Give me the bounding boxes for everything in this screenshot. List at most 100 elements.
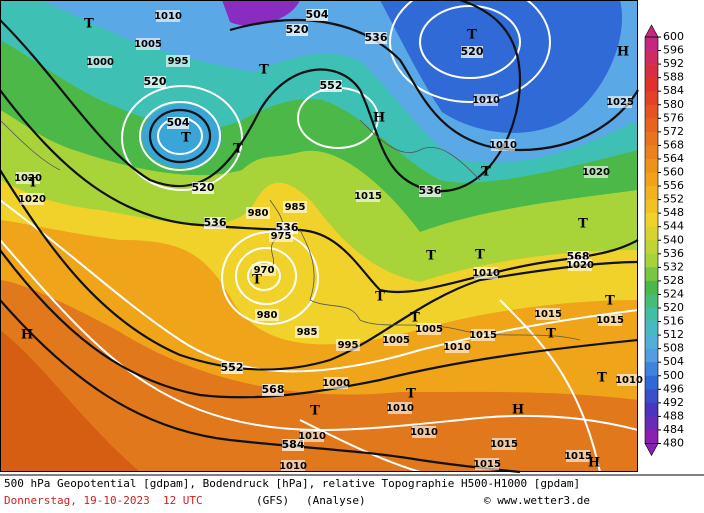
- colorbar-tick-label: 512: [663, 328, 684, 341]
- colorbar-band: [645, 308, 658, 322]
- field-zone: [222, 0, 300, 26]
- colorbar-tick-label: 488: [663, 409, 684, 422]
- pressure-center-label: T: [28, 176, 38, 191]
- pressure-center-label: T: [181, 131, 191, 146]
- label-backdrop: [20, 193, 44, 205]
- pressure-center-label: T: [310, 404, 320, 419]
- colorbar-tick-label: 524: [663, 287, 684, 300]
- colorbar-band: [645, 429, 658, 444]
- label-backdrop: [536, 308, 560, 320]
- colorbar-tick-label: 504: [663, 355, 684, 368]
- colorbar-arrow-top: [644, 24, 659, 38]
- pressure-center-label: T: [233, 142, 243, 157]
- isohypses: [0, 0, 639, 474]
- isobar-label: 1015: [473, 459, 501, 470]
- pressure-center-label: T: [481, 165, 491, 180]
- pressure-center-label: T: [546, 327, 556, 342]
- colorbar-tick-label: 544: [663, 220, 684, 233]
- isobar-label: 1005: [415, 324, 443, 335]
- pressure-center-label: H: [512, 403, 524, 418]
- colorbar-band: [645, 280, 658, 295]
- pressure-center-label: T: [84, 17, 94, 32]
- isobar-label: 1015: [490, 439, 518, 450]
- isobar-label: 1000: [322, 378, 350, 389]
- label-backdrop: [617, 374, 641, 386]
- label-backdrop: [324, 377, 348, 389]
- colorbar-tick-label: 552: [663, 193, 684, 206]
- label-backdrop: [584, 166, 608, 178]
- geopotential-label: 584: [282, 438, 305, 451]
- label-backdrop: [419, 185, 441, 197]
- colorbar-tick-label: 580: [663, 98, 684, 111]
- isobar-label: 1010: [386, 403, 414, 414]
- isobar-label: 1010: [279, 461, 307, 472]
- label-backdrop: [156, 10, 180, 22]
- label-backdrop: [269, 230, 293, 242]
- colorbar-tick-label: 576: [663, 111, 684, 124]
- geopotential-label: 520: [192, 181, 215, 194]
- label-backdrop: [262, 384, 284, 396]
- colorbar-tick-label: 560: [663, 166, 684, 179]
- colorbar-tick-label: 548: [663, 206, 684, 219]
- isobar-label: 1010: [472, 95, 500, 106]
- isobar-label: 1020: [582, 167, 610, 178]
- colorbar-band: [645, 348, 658, 363]
- label-backdrop: [608, 96, 632, 108]
- colorbar-band: [645, 362, 658, 377]
- colorbar-tick-label: 516: [663, 315, 684, 328]
- isobar-label: 1015: [534, 309, 562, 320]
- pressure-center-label: H: [373, 111, 385, 126]
- colorbar-band: [645, 416, 658, 431]
- label-backdrop: [566, 450, 590, 462]
- colorbar-tick-label: 592: [663, 57, 684, 70]
- geopotential-label: 552: [221, 361, 244, 374]
- colorbar-band: [645, 91, 658, 106]
- footer-date: Donnerstag, 19-10-2023 12 UTC: [4, 494, 203, 507]
- label-backdrop: [471, 329, 495, 341]
- pressure-center-label: T: [410, 311, 420, 326]
- colorbar-tick-label: 484: [663, 423, 684, 436]
- label-backdrop: [300, 430, 324, 442]
- label-backdrop: [246, 207, 270, 219]
- isobar-label: 1010: [472, 268, 500, 279]
- pressure-center-label: H: [21, 328, 33, 343]
- label-backdrop: [445, 341, 469, 353]
- label-backdrop: [283, 201, 307, 213]
- colorbar-band: [645, 213, 658, 227]
- pressure-center-label: H: [617, 45, 629, 60]
- isobar-label: 980: [248, 208, 269, 219]
- label-backdrop: [16, 172, 40, 184]
- pressure-center-label: T: [252, 273, 262, 288]
- colorbar: 6005965925885845805765725685645605565525…: [644, 24, 684, 457]
- isobar-label: 1010: [615, 375, 643, 386]
- footer-description: 500 hPa Geopotential [gdpam], Bodendruck…: [4, 477, 580, 490]
- colorbar-band: [645, 267, 658, 282]
- colorbar-arrow-bottom: [644, 443, 659, 457]
- label-backdrop: [388, 402, 412, 414]
- colorbar-band: [645, 199, 658, 214]
- colorbar-band: [645, 64, 658, 78]
- geopotential-label: 504: [167, 116, 190, 129]
- isobar-label: 1000: [86, 57, 114, 68]
- isobar-label: 970: [254, 265, 275, 276]
- label-backdrop: [356, 190, 380, 202]
- colorbar-tick-label: 492: [663, 396, 684, 409]
- colorbar-tick-label: 536: [663, 247, 684, 260]
- colorbar-band: [645, 77, 658, 92]
- isobar-label: 995: [168, 56, 189, 67]
- colorbar-band: [645, 253, 658, 268]
- colorbar-tick-label: 528: [663, 274, 684, 287]
- colorbar-tick-label: 568: [663, 138, 684, 151]
- colorbar-band: [645, 37, 658, 51]
- label-backdrop: [252, 264, 276, 276]
- label-backdrop: [461, 46, 483, 58]
- colorbar-tick-label: 588: [663, 71, 684, 84]
- label-backdrop: [412, 426, 436, 438]
- isobar-label: 1010: [443, 342, 471, 353]
- colorbar-tick-label: 520: [663, 301, 684, 314]
- label-backdrop: [281, 460, 305, 472]
- colorbar-band: [645, 145, 658, 160]
